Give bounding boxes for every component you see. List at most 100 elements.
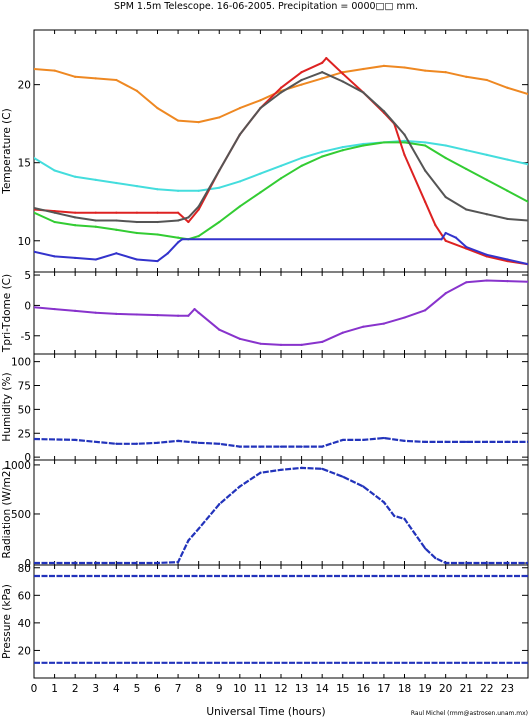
data-point xyxy=(187,314,190,317)
data-point xyxy=(197,121,200,124)
y-tick-label: 100 xyxy=(11,357,31,369)
data-point xyxy=(218,328,221,331)
x-tick-label: 13 xyxy=(295,683,308,695)
data-point xyxy=(218,220,221,224)
data-point xyxy=(382,501,386,504)
data-point xyxy=(321,77,324,80)
data-point xyxy=(279,177,283,180)
data-point xyxy=(176,560,180,564)
series-line-0 xyxy=(34,466,528,565)
data-point xyxy=(341,149,344,152)
data-point xyxy=(94,258,97,261)
data-point xyxy=(485,561,488,565)
data-point xyxy=(176,189,180,192)
data-point xyxy=(341,438,344,442)
data-point xyxy=(341,475,344,478)
data-point xyxy=(413,532,416,535)
x-tick-label: 10 xyxy=(233,683,246,695)
x-tick-label: 1 xyxy=(51,683,58,695)
data-point xyxy=(403,133,406,136)
x-tick-label: 20 xyxy=(439,683,452,695)
data-point xyxy=(94,178,97,181)
data-point xyxy=(53,220,56,224)
data-point xyxy=(465,149,468,152)
data-point xyxy=(181,238,184,241)
data-point xyxy=(74,175,77,178)
data-point xyxy=(238,133,241,136)
x-tick-label: 9 xyxy=(216,683,223,695)
x-tick-label: 21 xyxy=(460,683,473,695)
data-point xyxy=(506,158,509,161)
data-point xyxy=(238,180,241,183)
series-line-5 xyxy=(34,232,528,266)
y-tick-label: 500 xyxy=(11,509,31,521)
data-point xyxy=(526,92,528,96)
data-point xyxy=(423,144,427,147)
y-tick-label: 1000 xyxy=(4,460,31,472)
data-point xyxy=(74,75,77,78)
x-tick-label: 23 xyxy=(501,683,514,695)
y-tick-label: 40 xyxy=(18,618,31,630)
data-point xyxy=(197,189,200,192)
data-point xyxy=(300,83,303,86)
data-point xyxy=(506,561,509,565)
data-point xyxy=(74,224,77,227)
data-point xyxy=(156,211,159,214)
data-point xyxy=(465,245,468,249)
data-point xyxy=(259,99,262,102)
data-point xyxy=(34,306,36,309)
data-point xyxy=(321,71,324,74)
data-point xyxy=(444,561,447,565)
data-point xyxy=(94,311,97,314)
data-point xyxy=(485,78,488,82)
data-point xyxy=(440,238,443,241)
data-point xyxy=(526,574,528,578)
y-tick-label: 5 xyxy=(24,270,31,282)
y-tick-label: 80 xyxy=(18,563,31,575)
data-point xyxy=(115,181,118,185)
data-point xyxy=(238,485,241,488)
x-tick-label: 22 xyxy=(480,683,493,695)
y-axis-label: Temperature (C) xyxy=(1,108,13,194)
data-point xyxy=(526,440,528,443)
y-axis-label: Tpri-Tdome (C) xyxy=(1,274,13,353)
data-point xyxy=(135,211,139,214)
y-axis-label: Radiation (W/m2) xyxy=(1,467,13,559)
data-point xyxy=(197,205,200,208)
data-point xyxy=(259,471,262,474)
data-point xyxy=(94,77,97,80)
data-point xyxy=(279,86,283,89)
data-point xyxy=(444,156,447,160)
data-point xyxy=(403,66,406,69)
data-point xyxy=(444,440,447,443)
data-point xyxy=(444,239,447,242)
y-tick-label: 10 xyxy=(18,236,31,248)
data-point xyxy=(506,217,509,221)
data-point xyxy=(444,144,447,147)
data-point xyxy=(526,661,528,664)
y-tick-label: 0 xyxy=(24,300,31,312)
data-point xyxy=(465,561,468,565)
y-tick-label: -5 xyxy=(21,331,31,343)
data-point xyxy=(444,195,447,199)
data-point xyxy=(382,141,386,144)
data-point xyxy=(423,200,427,203)
credit-label: Raul Michel (rmm@astrosen.unam.mx) xyxy=(411,710,528,717)
data-point xyxy=(465,440,468,443)
data-point xyxy=(321,467,324,470)
x-tick-label: 18 xyxy=(398,683,411,695)
y-tick-label: 25 xyxy=(18,428,31,440)
data-point xyxy=(34,206,36,210)
data-point xyxy=(176,211,180,214)
data-point xyxy=(454,236,458,239)
data-point xyxy=(259,172,262,175)
y-tick-label: 20 xyxy=(18,645,31,657)
panel-frame xyxy=(33,564,529,679)
data-point xyxy=(115,78,118,82)
x-tick-label: 17 xyxy=(377,683,390,695)
data-point xyxy=(238,205,241,208)
data-point xyxy=(423,69,427,72)
data-point xyxy=(259,445,262,448)
